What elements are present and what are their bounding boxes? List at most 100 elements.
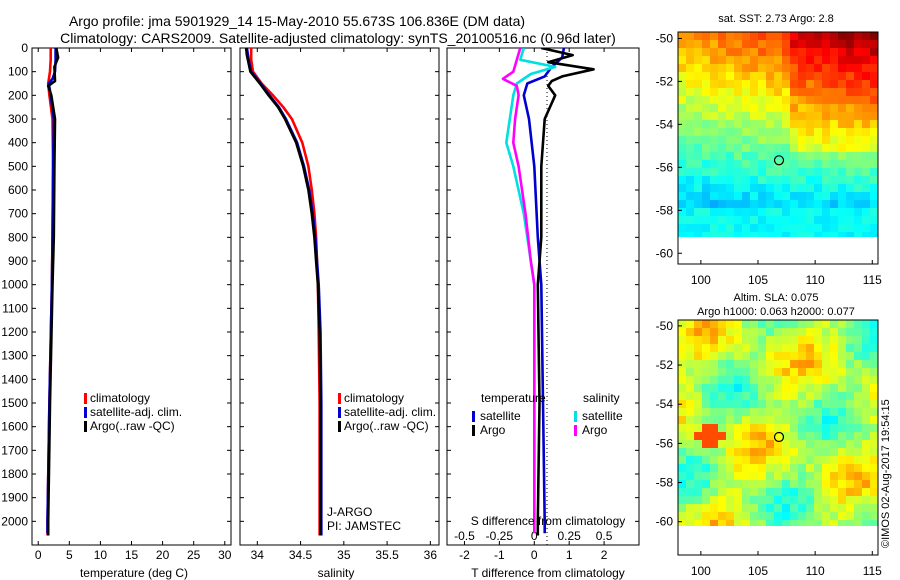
heatmap-cell — [782, 512, 790, 520]
lon-tick-label: 105 — [748, 564, 768, 578]
heatmap-cell — [726, 160, 734, 168]
heatmap-cell — [702, 416, 710, 424]
heatmap-cell — [750, 64, 758, 72]
depth-tick-label: 1100 — [2, 301, 28, 315]
heatmap-cell — [798, 208, 806, 216]
heatmap-cell — [742, 384, 750, 392]
heatmap-cell — [830, 440, 838, 448]
heatmap-cell — [782, 360, 790, 368]
heatmap-cell — [758, 368, 766, 376]
heatmap-cell — [846, 488, 854, 496]
heatmap-cell — [846, 136, 854, 144]
x-tick-label: 0 — [35, 548, 42, 562]
heatmap-cell — [806, 472, 814, 480]
heatmap-cell — [766, 192, 774, 200]
heatmap-cell — [726, 192, 734, 200]
heatmap-cell — [734, 424, 742, 432]
heatmap-cell — [774, 56, 782, 64]
heatmap-cell — [854, 80, 862, 88]
heatmap-cell — [726, 200, 734, 208]
heatmap-cell — [678, 200, 686, 208]
heatmap-cell — [678, 64, 686, 72]
heatmap-cell — [830, 216, 838, 224]
heatmap-cell — [686, 176, 694, 184]
heatmap-cell — [758, 336, 766, 344]
heatmap-cell — [766, 360, 774, 368]
heatmap-cell — [790, 456, 798, 464]
heatmap-cell — [846, 376, 854, 384]
heatmap-cell — [846, 104, 854, 112]
heatmap-cell — [846, 200, 854, 208]
heatmap-cell — [750, 456, 758, 464]
heatmap-cell — [830, 344, 838, 352]
heatmap-cell — [710, 128, 718, 136]
heatmap-cell — [854, 152, 862, 160]
heatmap-cell — [686, 472, 694, 480]
heatmap-cell — [726, 384, 734, 392]
heatmap-cell — [782, 192, 790, 200]
lon-tick-label: 110 — [806, 564, 825, 578]
heatmap-cell — [758, 152, 766, 160]
heatmap-cell — [798, 96, 806, 104]
heatmap-cell — [846, 64, 854, 72]
heatmap-cell — [766, 392, 774, 400]
heatmap-cell — [862, 40, 870, 48]
heatmap-cell — [814, 104, 822, 112]
heatmap-cell — [694, 216, 702, 224]
heatmap-cell — [694, 144, 702, 152]
heatmap-cell — [806, 64, 814, 72]
heatmap-cell — [814, 88, 822, 96]
heatmap-cell — [862, 160, 870, 168]
heatmap-cell — [710, 152, 718, 160]
heatmap-cell — [742, 216, 750, 224]
heatmap-cell — [814, 408, 822, 416]
heatmap-cell — [830, 160, 838, 168]
heatmap-cell — [870, 320, 878, 328]
heatmap-cell — [734, 448, 742, 456]
heatmap-cell — [846, 328, 854, 336]
heatmap-cell — [822, 336, 830, 344]
heatmap-cell — [726, 432, 734, 440]
heatmap-cell — [678, 232, 686, 237]
legend-label-climatology: climatology — [90, 391, 150, 405]
heatmap-cell — [750, 352, 758, 360]
heatmap-cell — [822, 456, 830, 464]
heatmap-cell — [750, 488, 758, 496]
heatmap-cell — [838, 376, 846, 384]
heatmap-cell — [710, 120, 718, 128]
heatmap-cell — [710, 224, 718, 232]
heatmap-cell — [710, 336, 718, 344]
heatmap-cell — [750, 440, 758, 448]
heatmap-cell — [758, 448, 766, 456]
heatmap-cell — [702, 472, 710, 480]
heatmap-cell — [766, 472, 774, 480]
lat-tick-label: -54 — [656, 117, 674, 131]
heatmap-cell — [734, 144, 742, 152]
lat-tick-label: -58 — [656, 203, 674, 217]
heatmap-cell — [718, 336, 726, 344]
heatmap-cell — [726, 376, 734, 384]
heatmap-cell — [870, 368, 878, 376]
heatmap-cell — [758, 224, 766, 232]
heatmap-cell — [686, 400, 694, 408]
heatmap-cell — [798, 448, 806, 456]
heatmap-cell — [742, 520, 750, 526]
heatmap-cell — [822, 104, 830, 112]
heatmap-cell — [734, 520, 742, 526]
heatmap-cell — [854, 368, 862, 376]
heatmap-cell — [766, 136, 774, 144]
heatmap-cell — [790, 152, 798, 160]
heatmap-cell — [758, 144, 766, 152]
heatmap-cell — [862, 320, 870, 328]
heatmap-cell — [678, 208, 686, 216]
heatmap-cell — [822, 168, 830, 176]
heatmap-cell — [734, 40, 742, 48]
heatmap-cell — [766, 344, 774, 352]
heatmap-cell — [758, 488, 766, 496]
heatmap-cell — [766, 424, 774, 432]
heatmap-cell — [766, 328, 774, 336]
depth-tick-label: 1200 — [1, 325, 28, 339]
heatmap-cell — [806, 152, 814, 160]
heatmap-cell — [686, 464, 694, 472]
heatmap-cell — [846, 496, 854, 504]
